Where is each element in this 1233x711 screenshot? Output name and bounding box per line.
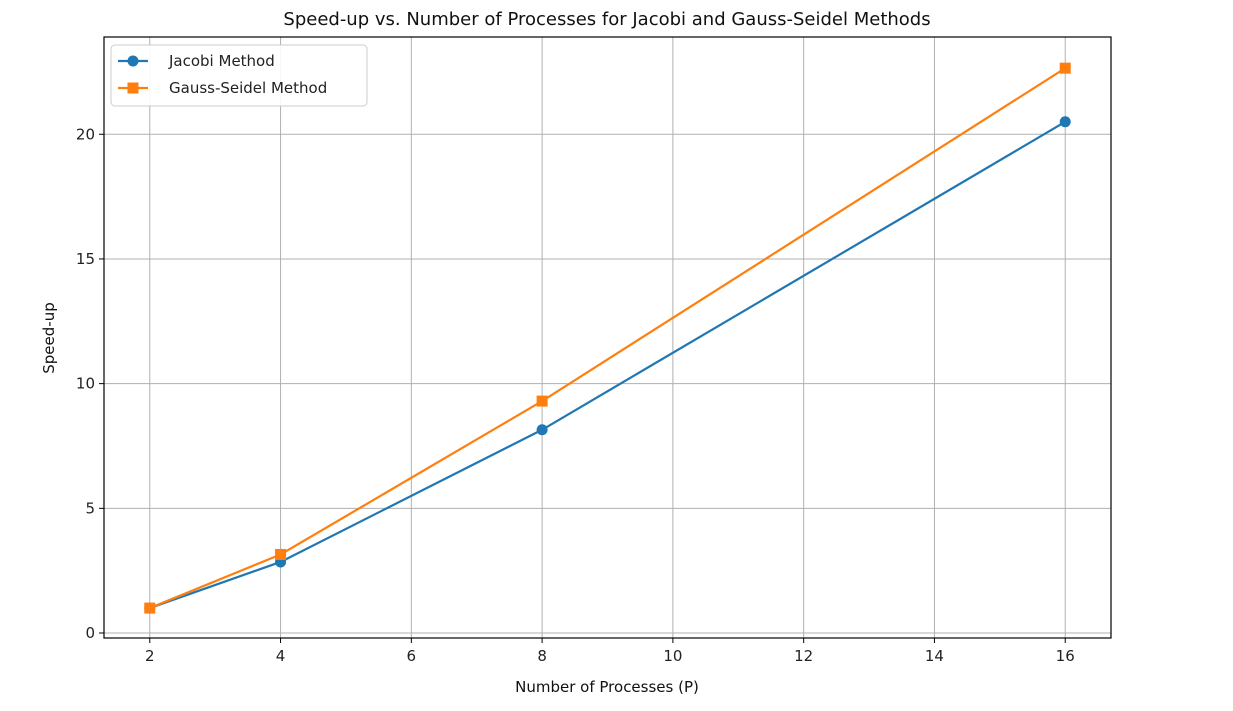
x-tick-label: 2: [145, 647, 155, 665]
series-layer: [144, 62, 1071, 614]
data-point: [275, 548, 287, 560]
legend-box: [110, 44, 368, 107]
legend-item: Gauss-Seidel Method: [118, 79, 327, 97]
series-line: [149, 67, 1066, 610]
x-tick-label: 6: [407, 647, 417, 665]
data-point: [1059, 62, 1071, 74]
y-tick-label: 0: [85, 624, 95, 642]
tick-layer: 2 4 6 8 10 12 14 16 0 5 10 15 20: [76, 125, 1075, 665]
x-tick-label: 14: [925, 647, 944, 665]
legend: Jacobi Method Gauss-Seidel Method: [110, 44, 368, 107]
y-tick-label: 20: [76, 125, 95, 143]
series-gauss-seidel: [144, 62, 1071, 614]
chart-title: Speed-up vs. Number of Processes for Jac…: [283, 9, 930, 30]
x-tick-label: 16: [1056, 647, 1075, 665]
legend-label: Jacobi Method: [168, 52, 275, 70]
legend-items: Jacobi Method Gauss-Seidel Method: [118, 52, 327, 97]
legend-item: Jacobi Method: [118, 52, 275, 70]
plot-frame: [103, 36, 1112, 639]
legend-marker: [127, 82, 139, 94]
x-tick-label: 4: [276, 647, 286, 665]
grid-layer: [104, 37, 1111, 638]
x-tick-label: 8: [537, 647, 547, 665]
legend-marker: [127, 55, 139, 67]
data-point: [144, 602, 156, 614]
y-tick-label: 5: [85, 499, 95, 517]
x-tick-label: 10: [663, 647, 682, 665]
y-tick-label: 10: [76, 375, 95, 393]
x-tick-label: 12: [794, 647, 813, 665]
data-point: [536, 424, 548, 436]
data-point: [1059, 116, 1071, 128]
y-tick-label: 15: [76, 250, 95, 268]
legend-label: Gauss-Seidel Method: [169, 79, 327, 97]
y-axis-label: Speed-up: [40, 302, 58, 373]
x-axis-label: Number of Processes (P): [515, 678, 699, 696]
series-line: [149, 120, 1066, 610]
data-point: [536, 395, 548, 407]
